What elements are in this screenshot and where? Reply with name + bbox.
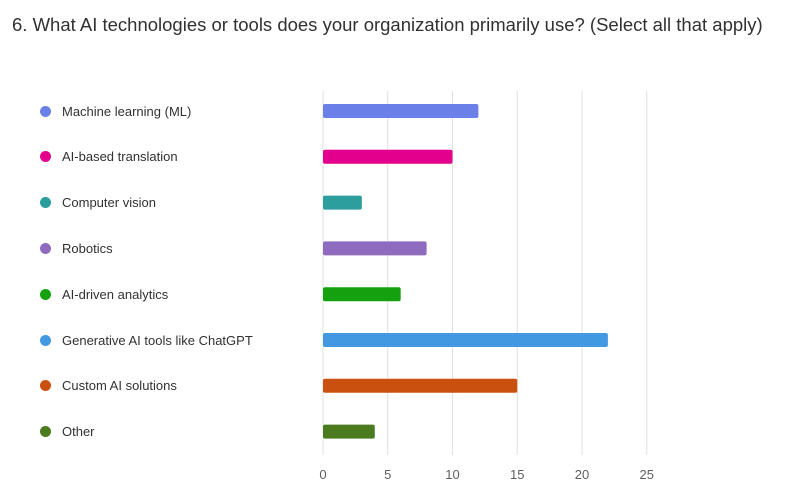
legend-dot-icon bbox=[40, 334, 51, 346]
x-tick-label: 10 bbox=[445, 467, 459, 482]
bar-1[interactable] bbox=[323, 149, 453, 164]
legend-label: Custom AI solutions bbox=[62, 378, 177, 394]
legend-dot-icon bbox=[40, 105, 51, 117]
legend-label: AI-based translation bbox=[62, 149, 178, 165]
legend-label: AI-driven analytics bbox=[62, 286, 169, 302]
legend-item[interactable]: Robotics bbox=[40, 238, 113, 258]
legend-dot-icon bbox=[40, 242, 51, 254]
bar-7[interactable] bbox=[323, 424, 375, 439]
legend-label: Other bbox=[62, 424, 95, 440]
legend-item[interactable]: AI-driven analytics bbox=[40, 284, 168, 304]
legend-label: Computer vision bbox=[62, 195, 156, 211]
bar-6[interactable] bbox=[323, 378, 518, 393]
question-title: 6. What AI technologies or tools does yo… bbox=[12, 14, 763, 35]
chart-legend: Machine learning (ML) AI-based translatio… bbox=[0, 0, 320, 491]
legend-item[interactable]: Custom AI solutions bbox=[40, 376, 177, 396]
legend-dot-icon bbox=[40, 380, 51, 392]
x-tick-label: 5 bbox=[384, 467, 391, 482]
legend-item[interactable]: Machine learning (ML) bbox=[40, 101, 191, 121]
legend-dot-icon bbox=[40, 288, 51, 300]
legend-dot-icon bbox=[40, 197, 51, 209]
legend-dot-icon bbox=[40, 426, 51, 438]
bar-0[interactable] bbox=[323, 104, 479, 118]
x-tick-label: 0 bbox=[319, 467, 326, 482]
legend-item[interactable]: Computer vision bbox=[40, 193, 156, 213]
legend-item[interactable]: AI-based translation bbox=[40, 147, 178, 167]
legend-label: Generative AI tools like ChatGPT bbox=[62, 332, 253, 348]
legend-item[interactable]: Other bbox=[40, 422, 95, 442]
legend-dot-icon bbox=[40, 151, 51, 163]
legend-label: Machine learning (ML) bbox=[62, 103, 192, 119]
legend-item[interactable]: Generative AI tools like ChatGPT bbox=[40, 330, 253, 350]
legend-label: Robotics bbox=[62, 240, 113, 256]
bar-5[interactable] bbox=[323, 333, 608, 347]
x-tick-label: 25 bbox=[640, 467, 654, 482]
x-tick-label: 20 bbox=[575, 467, 589, 482]
bar-4[interactable] bbox=[323, 287, 401, 302]
bar-3[interactable] bbox=[323, 241, 427, 256]
x-tick-label: 15 bbox=[510, 467, 524, 482]
bar-2[interactable] bbox=[323, 195, 362, 210]
